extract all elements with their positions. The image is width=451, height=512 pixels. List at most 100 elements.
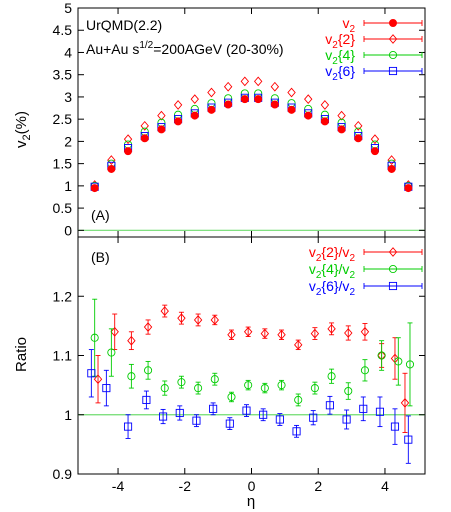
panel-a-point-open-diamond <box>123 134 133 145</box>
panel-a-point-open-diamond <box>157 110 166 121</box>
panel-a-point-filled-circle <box>107 164 116 173</box>
panel-a-y-axis-label: v2(%) <box>13 111 33 148</box>
panel-a-point-filled-circle <box>157 125 166 134</box>
x-tick-label: 2 <box>314 478 322 494</box>
x-tick-label: 0 <box>248 478 256 494</box>
panel-b-legend-entry-2-marker <box>388 281 398 291</box>
panel-b-point-open-circle <box>310 384 319 393</box>
panel-a-legend-entry-3-marker <box>388 66 398 76</box>
panel-b-point-open-diamond <box>227 329 236 340</box>
panel-b-legend-entry-1-label: v2{4}/v2 <box>309 261 356 281</box>
panel-a-point-open-diamond <box>173 100 183 110</box>
panel-b-x-tick-labels: -4 -2 0 2 4 <box>112 478 389 494</box>
panel-a-y-tick-labels: 0 0.5 1 1.5 2 2.5 3 3.5 4 4.5 5 <box>53 0 73 238</box>
panel-b-legend-entry-0-label: v2{2}/v2 <box>309 244 356 264</box>
panel-b-point-open-square <box>159 412 168 421</box>
panel-b-point-open-diamond <box>193 315 203 325</box>
panel-b-legend-entry-1-marker <box>388 264 398 274</box>
panel-a-legend-entry-1-label: v2{2} <box>325 31 355 51</box>
panel-b-point-open-square <box>342 415 351 424</box>
panel-b-point-open-diamond <box>260 328 270 339</box>
panel-b-point-open-circle <box>344 386 353 396</box>
panel-b-ticks <box>78 237 425 475</box>
panel-a-y-tick-label: 2 <box>64 133 72 149</box>
panel-b-point-open-circle <box>107 348 116 357</box>
panel-b-point-open-diamond <box>294 339 303 350</box>
panel-b-point-open-diamond <box>110 326 119 337</box>
panel-a-y-tick-label: 4.5 <box>53 22 73 38</box>
panel-b-point-open-square <box>87 369 96 378</box>
panel-a-y-tick-label: 4 <box>64 44 72 60</box>
panel-b-point-open-circle <box>144 366 153 375</box>
panel-a-y-tick-label: 0.5 <box>53 200 73 216</box>
panel-a-point-filled-circle <box>370 147 379 156</box>
panel-b-point-open-square <box>309 413 318 422</box>
panel-b-point-open-diamond <box>243 326 253 337</box>
panel-a-point-open-diamond <box>337 110 346 121</box>
panel-b-point-open-diamond <box>277 329 286 340</box>
panel-b-point-open-circle <box>90 333 99 342</box>
x-tick-label: 4 <box>381 478 389 494</box>
panel-a-point-filled-circle <box>224 100 233 109</box>
panel-b-point-open-circle <box>244 381 253 390</box>
panel-b-point-open-circle <box>360 366 369 375</box>
panel-a-point-open-diamond <box>354 120 363 131</box>
panel-b-legend-entry-2-label: v2{6}/v2 <box>309 278 356 298</box>
panel-b-y-tick-label: 1.2 <box>53 288 73 304</box>
panel-a-point-filled-circle <box>190 111 199 120</box>
panel-a-point-filled-circle <box>174 117 183 126</box>
panel-b-point-open-diamond <box>177 313 186 324</box>
panel-b-point-open-circle <box>160 384 169 393</box>
panel-a-point-open-diamond <box>320 100 330 110</box>
panel-b-point-open-diamond <box>400 398 410 408</box>
panel-b-point-open-diamond <box>327 323 336 334</box>
panel-b-point-open-diamond <box>210 315 219 325</box>
panel-b-marks <box>87 298 415 464</box>
panel-b-point-open-square <box>390 422 400 431</box>
panel-b-point-open-diamond <box>344 328 353 338</box>
panel-b-series-1 <box>90 298 415 407</box>
panel-a-point-filled-circle <box>254 95 263 104</box>
panel-b: 0.911.11.2 -4 -2 0 2 4 (B) Ratio η v2{2}/v2v… <box>13 236 426 510</box>
panel-b-point-open-diamond <box>127 335 136 346</box>
panel-b-point-open-circle <box>210 375 219 384</box>
panel-b-point-open-circle <box>260 384 269 393</box>
panel-a-y-tick-label: 2.5 <box>53 111 73 127</box>
panel-a-point-filled-circle <box>404 184 413 193</box>
panel-b-series-2 <box>87 349 413 464</box>
panel-b-point-open-circle <box>127 372 136 381</box>
panel-b-y-tick-labels: 0.9 1 1.1 1.2 <box>53 288 73 482</box>
panel-b-point-open-square <box>225 419 234 428</box>
panel-b-point-open-square <box>102 384 111 393</box>
panel-a-y-tick-label: 3 <box>64 89 72 105</box>
panel-a-point-open-circle <box>207 99 216 108</box>
panel-b-point-open-square <box>375 407 385 416</box>
panel-a-point-open-circle <box>354 127 363 136</box>
panel-a-point-open-circle <box>320 110 329 119</box>
panel-b-point-open-circle <box>405 360 415 369</box>
panel-b-y-tick-label: 1.1 <box>53 348 73 364</box>
panel-a-legend-entry-2-label: v2{4} <box>325 47 355 67</box>
panel-b-legend-entry-0-marker <box>388 247 398 257</box>
panel-a-series-0 <box>90 95 413 193</box>
panel-a-point-filled-circle <box>90 184 99 193</box>
panel-a-point-filled-circle <box>287 105 296 114</box>
panel-b-point-open-square <box>192 416 201 425</box>
panel-a-legend-entry-1-marker <box>388 34 398 44</box>
panel-a-point-open-diamond <box>287 87 296 98</box>
panel-a-point-filled-circle <box>387 164 396 173</box>
panel-a-point-open-diamond <box>190 94 199 105</box>
panel-a-point-open-diamond <box>270 81 280 92</box>
panel-b-point-open-square <box>242 406 251 415</box>
panel-b-y-tick-label: 1 <box>64 407 72 423</box>
x-tick-label: -4 <box>112 478 125 494</box>
panel-a-point-filled-circle <box>207 105 216 114</box>
panel-a-point-open-circle <box>304 104 313 113</box>
panel-a-label: (A) <box>91 207 110 223</box>
panel-a-point-open-circle <box>190 104 199 113</box>
panel-b-point-open-diamond <box>360 326 370 337</box>
panel-a-point-filled-circle <box>124 147 133 156</box>
panel-a-legend-entry-0-label: v2 <box>342 15 355 35</box>
